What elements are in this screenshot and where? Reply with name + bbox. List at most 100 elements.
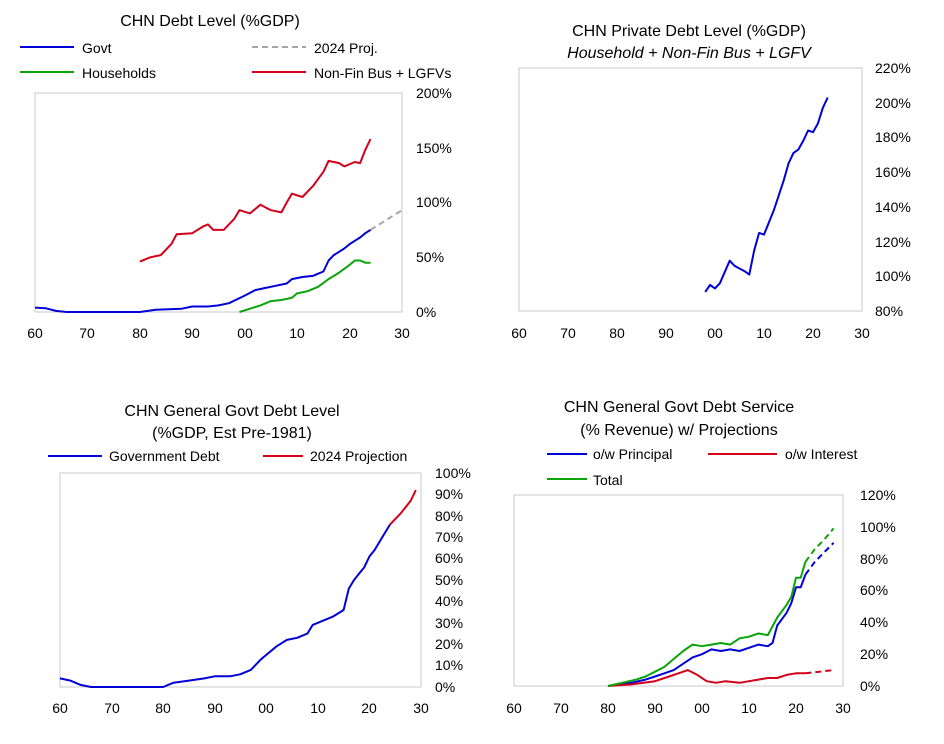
legend: Government Debt 2024 Projection [48, 448, 407, 464]
y-tick-label: 0% [416, 304, 436, 320]
series-line-non-fin-bus-lgfvs [139, 138, 372, 263]
x-axis: 60 70 80 90 00 10 20 30 [511, 325, 870, 341]
y-tick-label: 10% [435, 657, 463, 673]
chart-subtitle: Household + Non-Fin Bus + LGFV [567, 45, 812, 62]
series-layer [607, 527, 835, 687]
y-tick-label: 80% [860, 551, 888, 567]
legend-label-total: Total [593, 472, 623, 488]
x-tick-label: 00 [258, 700, 274, 716]
series-layer [34, 138, 403, 313]
series-line-government-debt [59, 523, 391, 688]
x-axis: 60 70 80 90 00 10 20 30 [506, 700, 851, 716]
series-line-2024-proj-projection [369, 209, 403, 231]
y-tick-label: 50% [435, 572, 463, 588]
chart-title: CHN Debt Level (%GDP) [120, 13, 300, 30]
x-tick-label: 20 [805, 325, 821, 341]
y-tick-label: 20% [860, 646, 888, 662]
x-tick-label: 00 [237, 325, 253, 341]
series-line-o-w-principal-projection [804, 542, 835, 576]
legend-label-proj: 2024 Proj. [314, 40, 378, 56]
x-tick-label: 60 [506, 700, 522, 716]
x-tick-label: 80 [155, 700, 171, 716]
x-tick-label: 00 [707, 325, 723, 341]
x-tick-label: 80 [609, 325, 625, 341]
x-tick-label: 20 [361, 700, 377, 716]
x-tick-label: 80 [132, 325, 148, 341]
series-line-total-projection [804, 527, 835, 563]
x-tick-label: 70 [560, 325, 576, 341]
x-tick-label: 70 [104, 700, 120, 716]
y-tick-label: 120% [875, 234, 911, 250]
y-tick-label: 40% [435, 593, 463, 609]
series-layer [59, 489, 417, 688]
series-line-households [239, 259, 371, 313]
y-tick-label: 100% [860, 519, 896, 535]
y-axis: 80% 100% 120% 140% 160% 180% 200% 220% [875, 60, 911, 319]
y-tick-label: 30% [435, 615, 463, 631]
legend: Govt 2024 Proj. Households Non-Fin Bus +… [20, 40, 451, 81]
series-line-o-w-interest-projection [805, 669, 834, 675]
x-axis: 60 70 80 90 00 10 20 30 [27, 325, 410, 341]
plot-frame [59, 472, 422, 688]
y-tick-label: 100% [416, 194, 452, 210]
x-tick-label: 10 [756, 325, 772, 341]
legend-label-households: Households [82, 65, 156, 81]
x-tick-label: 90 [647, 700, 663, 716]
y-tick-label: 200% [875, 95, 911, 111]
chart-private-debt: CHN Private Debt Level (%GDP) Household … [511, 23, 911, 341]
x-tick-label: 70 [553, 700, 569, 716]
x-tick-label: 30 [394, 325, 410, 341]
y-axis: 0% 10% 20% 30% 40% 50% 60% 70% 80% 90% 1… [435, 465, 471, 695]
y-tick-label: 60% [435, 550, 463, 566]
y-tick-label: 90% [435, 486, 463, 502]
plot-frame [34, 92, 403, 313]
chart-title: CHN General Govt Debt Service [564, 399, 794, 416]
series-line-2024-projection [389, 489, 417, 526]
y-tick-label: 0% [435, 679, 455, 695]
y-tick-label: 70% [435, 529, 463, 545]
x-axis: 60 70 80 90 00 10 20 30 [52, 700, 429, 716]
chart-subtitle: (% Revenue) w/ Projections [580, 422, 777, 439]
plot-frame [513, 494, 844, 687]
y-tick-label: 80% [875, 303, 903, 319]
x-tick-label: 90 [207, 700, 223, 716]
chart-title: CHN Private Debt Level (%GDP) [572, 23, 806, 40]
y-tick-label: 0% [860, 678, 880, 694]
y-tick-label: 200% [416, 85, 452, 101]
x-tick-label: 00 [694, 700, 710, 716]
x-tick-label: 90 [184, 325, 200, 341]
plot-frame [518, 67, 863, 312]
y-tick-label: 100% [875, 268, 911, 284]
chart-govt-debt-level: CHN General Govt Debt Level (%GDP, Est P… [48, 403, 471, 716]
y-tick-label: 120% [860, 487, 896, 503]
chart-debt-level: CHN Debt Level (%GDP) Govt 2024 Proj. Ho… [20, 13, 452, 341]
x-tick-label: 80 [600, 700, 616, 716]
x-tick-label: 60 [511, 325, 527, 341]
chart-subtitle: (%GDP, Est Pre-1981) [152, 425, 312, 442]
x-tick-label: 30 [854, 325, 870, 341]
y-tick-label: 160% [875, 164, 911, 180]
x-tick-label: 60 [52, 700, 68, 716]
series-line-govt [34, 229, 372, 313]
x-tick-label: 90 [658, 325, 674, 341]
legend: o/w Principal o/w Interest Total [547, 446, 857, 488]
legend-label-principal: o/w Principal [593, 446, 672, 462]
y-axis: 0% 50% 100% 150% 200% [416, 85, 452, 320]
series-line-series [704, 97, 829, 293]
y-axis: 0% 20% 40% 60% 80% 100% 120% [860, 487, 896, 694]
legend-label-interest: o/w Interest [785, 446, 857, 462]
x-tick-label: 20 [788, 700, 804, 716]
y-tick-label: 140% [875, 199, 911, 215]
legend-label-govt: Govt [82, 40, 112, 56]
y-tick-label: 180% [875, 129, 911, 145]
y-tick-label: 80% [435, 508, 463, 524]
y-tick-label: 220% [875, 60, 911, 76]
y-tick-label: 20% [435, 636, 463, 652]
x-tick-label: 10 [289, 325, 305, 341]
y-tick-label: 150% [416, 140, 452, 156]
series-line-total [607, 561, 807, 687]
y-tick-label: 100% [435, 465, 471, 481]
x-tick-label: 30 [413, 700, 429, 716]
